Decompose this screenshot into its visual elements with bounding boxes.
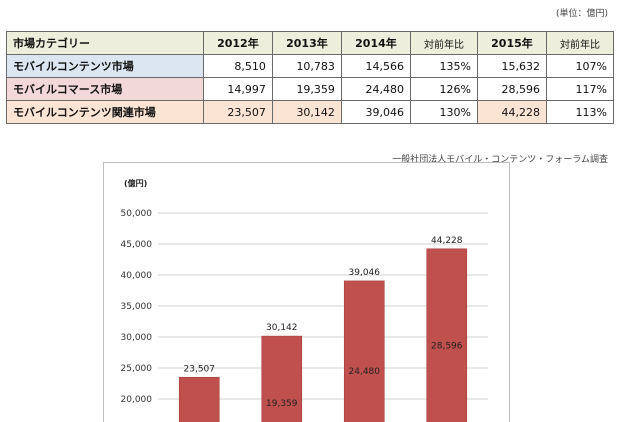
bar-inner-value-label: 19,359 [266,399,298,409]
row-category: モバイルコンテンツ関連市場 [6,100,204,124]
bar [343,280,385,422]
bar-chart: (億円) 50,000 45,000 40,000 35,000 30,000 25,000… [103,162,510,422]
cell-yoy-2015: 113% [545,100,615,124]
cell-2013: 19,359 [271,77,342,101]
market-table: 市場カテゴリー 2012年 2013年 2014年 対前年比 2015年 対前年… [6,31,615,124]
unit-note: (単位：億円) [555,9,608,19]
cell-2015: 44,228 [476,100,547,124]
bar [261,335,303,422]
cell-2013: 10,783 [271,54,342,78]
y-tick-label: 40,000 [121,271,153,281]
cell-2014: 39,046 [340,100,411,124]
bar-chart-svg: (億円) 50,000 45,000 40,000 35,000 30,000 25,000… [121,178,488,422]
cell-2013: 30,142 [271,100,342,124]
row-category: モバイルコマース市場 [6,77,204,101]
cell-yoy-2014: 130% [409,100,478,124]
cell-2012: 23,507 [202,100,273,124]
cell-2014: 24,480 [340,77,411,101]
cell-2014: 14,566 [340,54,411,78]
y-tick-label: 30,000 [121,333,153,343]
source-note: 一般社団法人モバイル・コンテンツ・フォーラム調査 [392,155,608,165]
bar-value-label: 44,228 [431,236,463,246]
bar-value-label: 39,046 [349,268,381,278]
cell-2015: 15,632 [476,54,547,78]
cell-2015: 28,596 [476,77,547,101]
cell-2012: 8,510 [202,54,273,78]
cell-yoy-2014: 135% [409,54,478,78]
cell-2012: 14,997 [202,77,273,101]
table-row: モバイルコマース市場 14,997 19,359 24,480 126% 28,… [6,77,615,101]
header-2015: 2015年 [476,31,547,55]
y-tick-label: 35,000 [121,302,153,312]
header-2014: 2014年 [340,31,411,55]
bar [178,376,220,422]
table-row: モバイルコンテンツ関連市場 23,507 30,142 39,046 130% … [6,100,615,124]
y-tick-label: 20,000 [121,395,153,405]
header-yoy-2014: 対前年比 [409,31,478,55]
header-yoy-2015: 対前年比 [545,31,615,55]
table-header-row: 市場カテゴリー 2012年 2013年 2014年 対前年比 2015年 対前年… [6,31,615,55]
cell-yoy-2015: 117% [545,77,615,101]
bar-inner-value-label: 24,480 [349,367,381,377]
row-category: モバイルコンテンツ市場 [6,54,204,78]
y-tick-label: 50,000 [121,209,153,219]
y-tick-label: 25,000 [121,364,153,374]
bar [426,248,468,422]
bar-value-label: 30,142 [266,323,298,333]
bar-inner-value-label: 28,596 [431,342,463,352]
bar-value-label: 23,507 [184,364,216,374]
cell-yoy-2014: 126% [409,77,478,101]
y-axis-unit-label: (億円) [124,178,147,188]
y-tick-label: 45,000 [121,240,153,250]
table-row: モバイルコンテンツ市場 8,510 10,783 14,566 135% 15,… [6,54,615,78]
header-2012: 2012年 [202,31,273,55]
header-2013: 2013年 [271,31,342,55]
cell-yoy-2015: 107% [545,54,615,78]
header-category: 市場カテゴリー [6,31,204,55]
